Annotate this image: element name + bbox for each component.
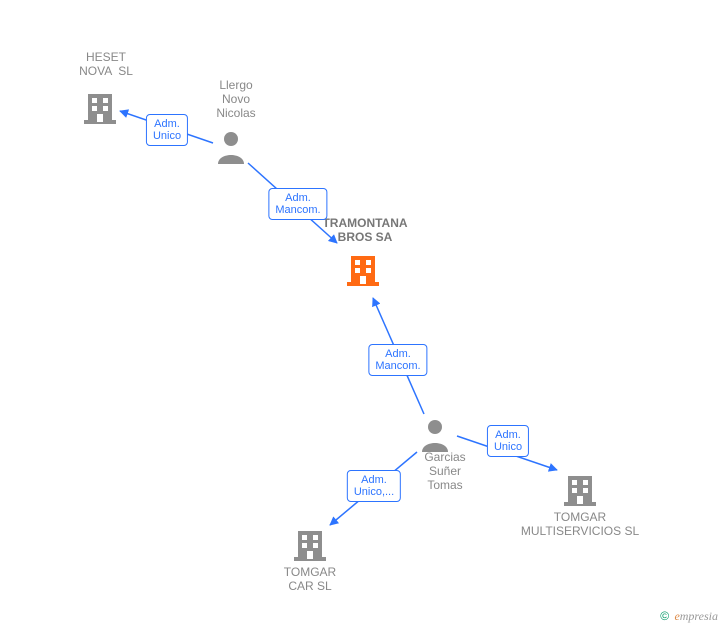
footer: © empresia <box>660 609 718 624</box>
company-icon-tomms <box>562 472 598 513</box>
company-icon-heset <box>82 90 118 131</box>
edge-label-e1: Adm. Unico <box>146 114 188 146</box>
person-icon-llergo <box>216 130 246 169</box>
node-label-heset: HESET NOVA SL <box>79 50 133 78</box>
edge-label-e3: Adm. Mancom. <box>368 344 427 376</box>
edge-label-e5: Adm. Unico,... <box>347 470 401 502</box>
node-label-tomms: TOMGAR MULTISERVICIOS SL <box>521 510 639 538</box>
node-label-llergo: Llergo Novo Nicolas <box>216 78 255 120</box>
node-label-tomcar: TOMGAR CAR SL <box>284 565 336 593</box>
node-label-center: TRAMONTANA BROS SA <box>322 216 407 244</box>
company-icon-tomcar <box>292 527 328 568</box>
company-icon-center <box>345 252 381 293</box>
copyright-symbol: © <box>660 609 669 623</box>
edge-label-e2: Adm. Mancom. <box>268 188 327 220</box>
edge-label-e4: Adm. Unico <box>487 425 529 457</box>
node-label-garcias: Garcias Suñer Tomas <box>424 450 465 492</box>
brand-rest: mpresia <box>680 609 718 623</box>
